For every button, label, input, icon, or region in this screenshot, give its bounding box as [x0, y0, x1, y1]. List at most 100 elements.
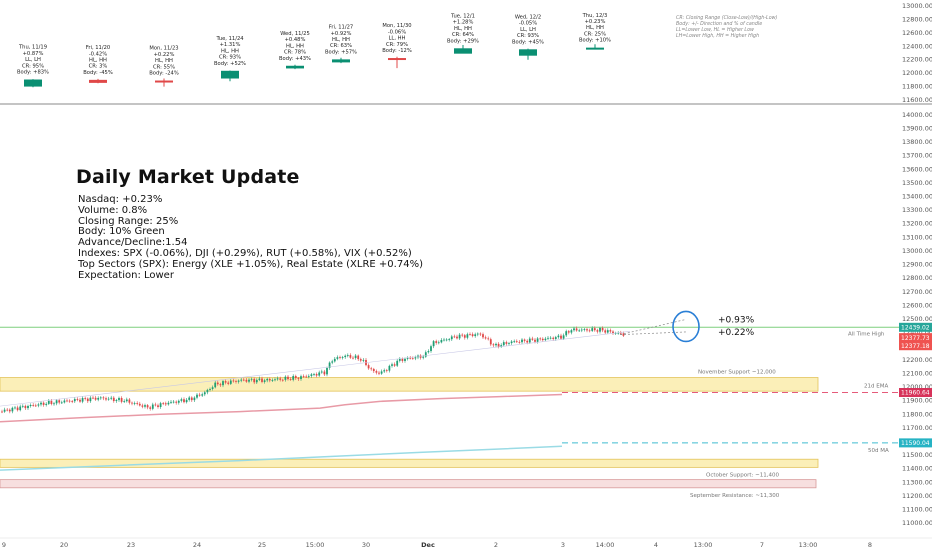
intraday-candle — [47, 400, 50, 404]
intraday-candle — [92, 397, 94, 399]
intraday-candle — [242, 379, 245, 381]
daily-day-stat: Body: +83% — [17, 70, 49, 76]
main-y-tick: 13600.00 — [902, 165, 932, 173]
intraday-candle — [463, 335, 466, 338]
x-tick: 14:00 — [596, 541, 615, 549]
main-y-tick: 11800.00 — [902, 410, 932, 418]
daily-candle — [586, 47, 604, 50]
intraday-candle — [3, 409, 6, 412]
daily-legend: CR: Closing Range (Close-Low)/(High-Low)… — [676, 15, 778, 39]
x-tick: Dec — [421, 541, 435, 549]
intraday-candle — [118, 397, 120, 401]
intraday-candle — [310, 374, 313, 376]
intraday-candle — [432, 341, 435, 347]
daily-y-tick: 13000.00 — [902, 2, 932, 10]
intraday-candle — [326, 367, 328, 375]
intraday-candle — [313, 374, 315, 375]
intraday-candle — [469, 334, 471, 336]
intraday-candle — [515, 341, 518, 343]
price-label-text: 12439.02 — [901, 325, 930, 332]
price-axis[interactable]: 11600.00 11800.00 12000.00 12200.00 12400.00… — [899, 2, 932, 527]
intraday-candle — [281, 379, 284, 381]
intraday-candle — [406, 357, 409, 359]
intraday-candle — [229, 380, 232, 384]
price-label-text: 12377.18 — [901, 343, 930, 350]
intraday-candle — [580, 329, 583, 331]
intraday-candle — [352, 357, 354, 359]
daily-day-stat: CR: 63% — [330, 43, 352, 49]
x-tick: 7 — [760, 541, 764, 549]
price-label-text: 11590.04 — [901, 440, 930, 447]
daily-y-tick: 12800.00 — [902, 15, 932, 23]
main-y-tick: 12000.00 — [902, 383, 932, 391]
x-tick: 13:00 — [799, 541, 818, 549]
legend-line: CR: Closing Range (Close-Low)/(High-Low) — [676, 15, 778, 21]
main-y-tick: 13800.00 — [902, 138, 932, 146]
time-axis[interactable]: 9 20 23 24 25 15:00 30 Dec 2 3 14:00 4 13:00 7 13:00 8 — [0, 537, 932, 549]
daily-day-stat: CR: 93% — [219, 55, 241, 61]
daily-y-tick: 12600.00 — [902, 29, 932, 37]
intraday-candle — [271, 380, 274, 381]
intraday-candle — [575, 328, 578, 331]
intraday-candle — [235, 380, 237, 382]
intraday-candle — [188, 397, 191, 400]
intraday-candle — [149, 407, 152, 409]
x-tick: 25 — [258, 541, 266, 549]
intraday-candle — [513, 341, 516, 343]
intraday-candle — [37, 404, 40, 406]
intraday-candle — [266, 378, 269, 381]
intraday-candle — [216, 382, 219, 385]
daily-day-label: Tue, 11/24 — [215, 36, 244, 42]
projection-up-line — [619, 319, 687, 335]
intraday-candle — [591, 328, 594, 331]
intraday-candle — [172, 401, 175, 403]
intraday-candle — [125, 399, 128, 402]
intraday-candle — [255, 379, 258, 383]
intraday-candle — [268, 378, 271, 381]
intraday-candle — [411, 358, 414, 360]
intraday-candle — [318, 372, 321, 376]
intraday-candle — [263, 380, 266, 382]
main-y-tick: 12400.00 — [902, 329, 932, 337]
daily-day-stat: +0.87% — [23, 51, 44, 57]
intraday-candle — [19, 406, 22, 411]
intraday-candle — [8, 409, 11, 412]
price-label-box — [899, 438, 932, 448]
daily-day-stat: CR: 79% — [386, 42, 408, 48]
intraday-candle — [190, 397, 193, 401]
intraday-candle — [456, 336, 458, 339]
october-support-label: October Support: ~11,400 — [706, 472, 779, 478]
intraday-candle — [245, 379, 248, 382]
intraday-candle — [86, 398, 89, 402]
intraday-candle — [180, 399, 183, 401]
intraday-candle — [453, 336, 456, 338]
intraday-candle — [21, 405, 24, 407]
intraday-candle — [502, 342, 505, 346]
daily-day-stat: Body: +57% — [325, 49, 357, 55]
intraday-candle — [328, 362, 331, 368]
intraday-candle — [196, 394, 198, 398]
intraday-candle — [336, 357, 339, 359]
intraday-candle — [76, 399, 79, 400]
intraday-candle — [183, 399, 185, 403]
daily-day-stat: +0.22% — [154, 52, 175, 58]
intraday-candle — [294, 376, 297, 379]
daily-candle — [89, 79, 107, 83]
intraday-candle — [419, 355, 422, 358]
intraday-candle — [167, 402, 170, 405]
intraday-candle — [201, 394, 204, 396]
intraday-candle — [404, 358, 406, 361]
intraday-candle — [622, 333, 625, 336]
intraday-candle — [232, 380, 235, 382]
x-tick: 2 — [494, 541, 498, 549]
intraday-candle — [151, 404, 154, 409]
daily-y-tick: 12400.00 — [902, 42, 932, 50]
intraday-candle — [359, 359, 362, 361]
intraday-candle — [489, 339, 492, 345]
intraday-candle — [385, 370, 388, 372]
intraday-candle — [378, 372, 380, 374]
intraday-candle — [206, 389, 209, 393]
